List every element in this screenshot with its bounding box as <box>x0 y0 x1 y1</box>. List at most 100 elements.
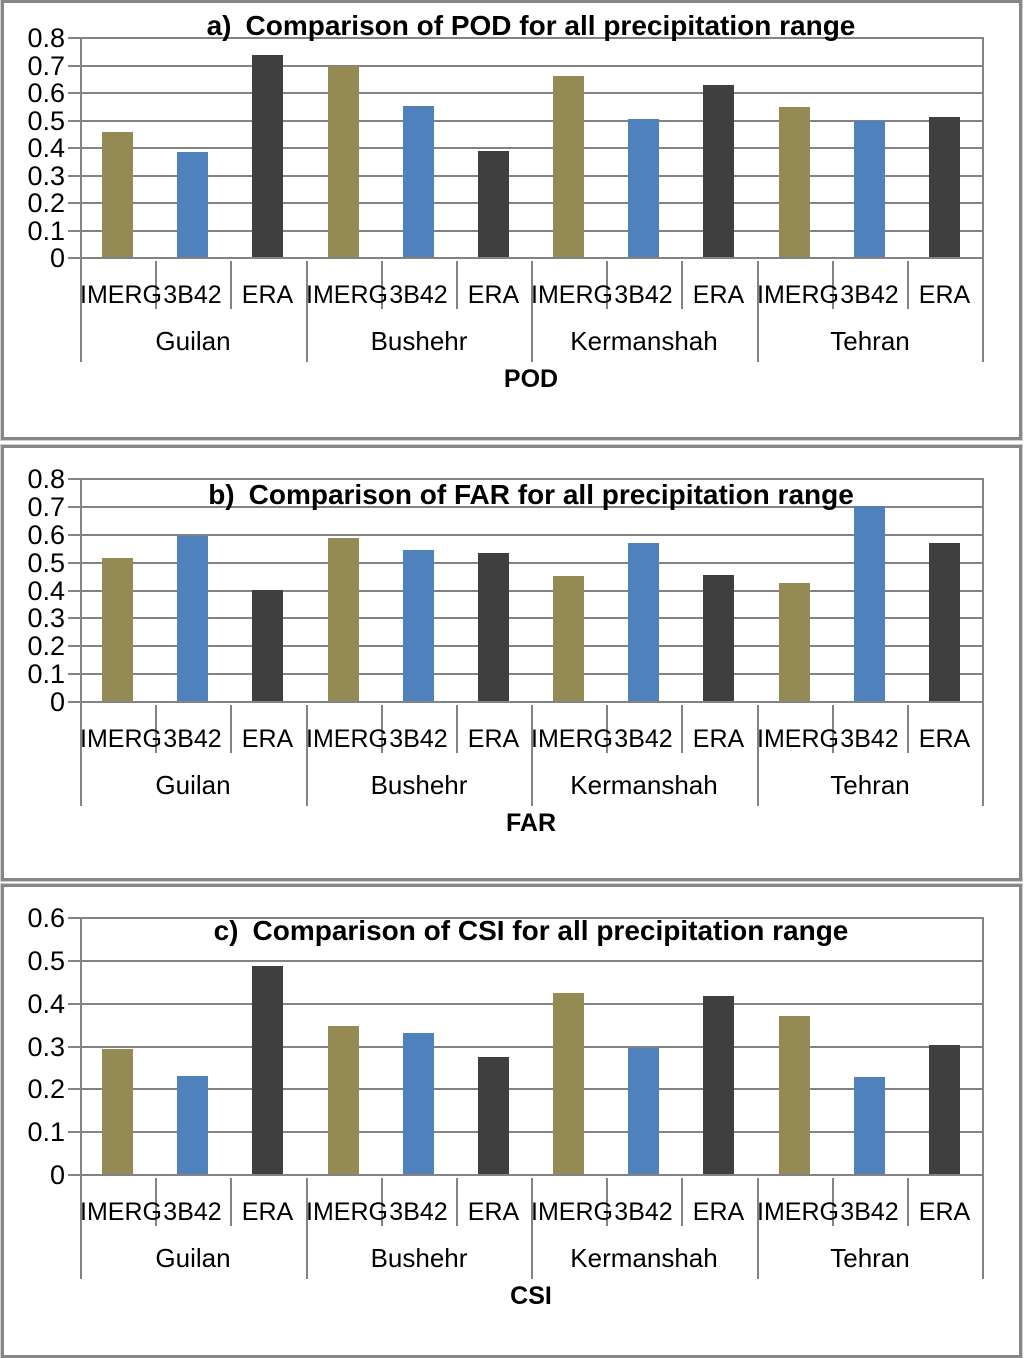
region-separator <box>531 261 533 362</box>
x-axis-product-label: ERA <box>467 1198 520 1226</box>
y-axis-tick <box>68 959 81 962</box>
y-axis-tick-label: 0 <box>49 243 65 273</box>
x-axis-product-label: ERA <box>692 281 745 309</box>
y-axis-tick-label: 0.8 <box>27 464 65 494</box>
y-axis-tick-label: 0.3 <box>27 160 65 191</box>
y-axis-tick-label: 0.4 <box>27 133 65 163</box>
y-axis-tick-label: 0.8 <box>27 23 65 53</box>
bar-imerg-tehran <box>779 107 810 258</box>
chart-title: b) Comparison of FAR for all precipitatio… <box>80 479 982 511</box>
y-axis-line <box>80 38 82 362</box>
y-axis-tick <box>68 1088 81 1091</box>
gridline <box>80 1002 984 1005</box>
axis-title-far: FAR <box>506 809 556 837</box>
y-axis-tick <box>68 673 81 676</box>
region-separator <box>306 1178 308 1279</box>
x-label-separator <box>155 705 157 753</box>
x-axis-region-label: Guilan <box>155 1243 231 1273</box>
chart-title-text: Comparison of CSI for all precipitation … <box>252 915 849 946</box>
bar-imerg-bushehr <box>328 66 359 258</box>
plot-right-border <box>982 479 984 806</box>
y-axis-tick <box>68 174 81 177</box>
bar-imerg-guilan <box>102 132 133 258</box>
region-separator <box>306 705 308 806</box>
x-axis-line <box>80 1174 984 1176</box>
x-axis-region-label: Bushehr <box>370 1243 468 1273</box>
y-axis-tick <box>68 561 81 564</box>
gridline <box>80 673 984 676</box>
x-axis-product-label: ERA <box>692 725 745 753</box>
bar-imerg-tehran <box>779 1016 810 1175</box>
x-label-separator <box>381 261 383 309</box>
gridline <box>80 1088 984 1091</box>
x-axis-product-label: 3B42 <box>163 1198 222 1226</box>
x-axis-product-label: IMERG <box>306 281 388 309</box>
bar-3b42-guilan <box>177 536 208 702</box>
y-axis-tick-label: 0 <box>49 687 65 717</box>
gridline <box>80 37 984 39</box>
x-label-separator <box>456 1178 458 1226</box>
x-label-separator <box>907 705 909 753</box>
gridline <box>80 561 984 564</box>
gridline <box>80 229 984 232</box>
chart-title-text: Comparison of POD for all precipitation … <box>245 10 856 41</box>
bar-3b42-guilan <box>177 152 208 258</box>
y-axis-tick-label: 0.3 <box>27 603 65 634</box>
x-label-separator <box>155 261 157 309</box>
x-axis-product-label: IMERG <box>757 725 839 753</box>
y-axis-tick-label: 0.6 <box>27 78 65 108</box>
bar-era-kermanshah <box>703 575 734 702</box>
x-axis-region-label: Kermanshah <box>570 1243 718 1273</box>
region-separator <box>757 1178 759 1279</box>
x-axis-region-label: Bushehr <box>370 770 468 800</box>
y-axis-tick-label: 0.5 <box>27 547 65 578</box>
y-axis-tick-label: 0.1 <box>27 215 65 246</box>
bar-era-tehran <box>929 543 960 702</box>
y-axis-tick <box>68 917 81 919</box>
bar-era-kermanshah <box>703 85 734 258</box>
chart-title-prefix: b) <box>208 479 235 510</box>
y-axis-line <box>80 918 82 1279</box>
y-axis-tick-label: 0.2 <box>27 188 65 218</box>
bar-3b42-tehran <box>854 121 885 258</box>
x-label-separator <box>230 705 232 753</box>
x-axis-product-label: 3B42 <box>614 725 673 753</box>
gridline <box>80 478 984 480</box>
bar-3b42-guilan <box>177 1076 208 1175</box>
chart-title-prefix: c) <box>213 915 239 946</box>
y-axis-line <box>80 479 82 806</box>
x-axis-product-label: IMERG <box>531 725 613 753</box>
x-axis-product-label: IMERG <box>531 281 613 309</box>
y-axis-tick <box>68 147 81 149</box>
y-axis-tick <box>68 202 81 204</box>
bar-3b42-kermanshah <box>628 1048 659 1175</box>
y-axis-tick-label: 0.4 <box>27 575 65 606</box>
gridline <box>80 119 984 122</box>
gridline <box>80 1131 984 1134</box>
bar-era-guilan <box>252 590 283 702</box>
y-axis-tick <box>68 505 81 508</box>
x-label-separator <box>456 261 458 309</box>
plot-right-border <box>982 918 984 1279</box>
bar-imerg-guilan <box>102 1049 133 1175</box>
x-axis-product-label: IMERG <box>80 281 162 309</box>
x-axis-product-label: ERA <box>241 725 294 753</box>
x-axis-product-label: IMERG <box>306 725 388 753</box>
bar-imerg-bushehr <box>328 1026 359 1175</box>
chart-panel-far: 0.8 0.7 0.6 0.5 0.4 0.3 0.2 0.1 0 IMERG 3B42 ERA IME… <box>1 445 1022 881</box>
x-axis-product-label: 3B42 <box>614 1198 673 1226</box>
bar-3b42-bushehr <box>403 106 434 258</box>
y-axis-tick <box>68 92 81 94</box>
bar-era-guilan <box>252 55 283 258</box>
x-axis-product-label: ERA <box>692 1198 745 1226</box>
chart-title: a) Comparison of POD for all precipitatio… <box>80 10 982 42</box>
gridline <box>80 645 984 648</box>
x-axis-product-label: ERA <box>467 725 520 753</box>
y-axis-tick-label: 0.5 <box>27 945 65 976</box>
x-label-separator <box>681 705 683 753</box>
bar-imerg-tehran <box>779 583 810 702</box>
x-label-separator <box>381 1178 383 1226</box>
x-axis-product-label: 3B42 <box>163 281 222 309</box>
y-axis-tick <box>68 589 81 592</box>
